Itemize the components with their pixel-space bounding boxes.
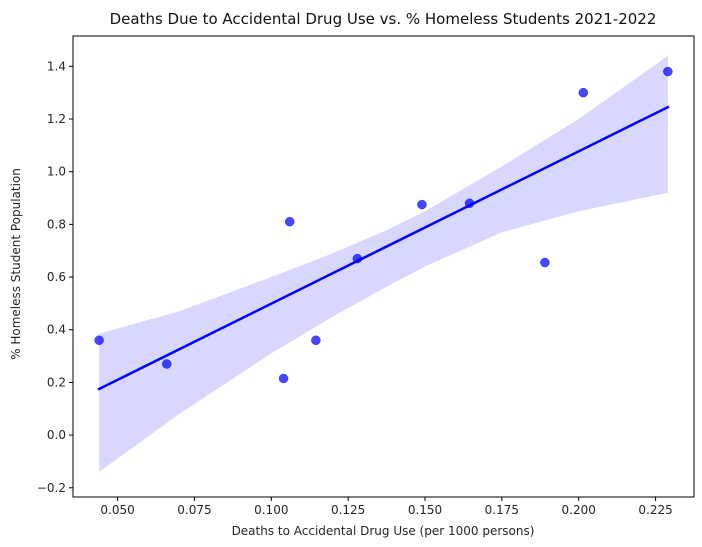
data-point	[417, 199, 427, 210]
x-tick-label: 0.100	[254, 503, 288, 517]
y-axis-title: % Homeless Student Population	[9, 168, 23, 360]
axes-frame	[72, 35, 695, 498]
data-point	[578, 87, 589, 98]
data-point	[663, 66, 673, 77]
data-point	[540, 257, 550, 268]
data-point	[311, 335, 321, 346]
data-point	[94, 335, 104, 346]
x-tick-label: 0.150	[408, 503, 442, 517]
y-tick-label: 0.4	[47, 323, 66, 337]
x-tick-label: 0.225	[638, 503, 672, 517]
y-tick-label: 0.8	[47, 217, 66, 231]
axes: 0.050 0.075 0.100 0.125 0.150 0.175 0.200 0.225…	[37, 35, 695, 517]
y-tick-label: −0.2	[37, 481, 66, 495]
y-tick-label: 1.2	[47, 112, 66, 126]
data-point	[162, 359, 172, 369]
x-axis-title: Deaths to Accidental Drug Use (per 1000 …	[232, 524, 535, 538]
x-tick-label: 0.075	[177, 503, 211, 517]
data-point	[284, 216, 295, 227]
regression-line	[97, 105, 670, 391]
y-tick-label: 1.4	[47, 59, 66, 73]
x-tick-label: 0.050	[100, 503, 134, 517]
chart-title: Deaths Due to Accidental Drug Use vs. % …	[110, 10, 657, 28]
data-point	[464, 198, 475, 209]
y-tick-label: 1.0	[47, 165, 66, 179]
plot-area	[94, 55, 673, 473]
y-tick-label: 0.6	[47, 270, 66, 284]
y-tick-label: 0.0	[47, 428, 66, 442]
y-tick-label: 0.2	[47, 375, 66, 389]
data-point	[278, 373, 289, 384]
confidence-band	[99, 55, 668, 473]
x-tick-label: 0.175	[485, 503, 519, 517]
x-tick-label: 0.200	[562, 503, 596, 517]
data-point	[352, 253, 363, 264]
x-tick-label: 0.125	[331, 503, 365, 517]
